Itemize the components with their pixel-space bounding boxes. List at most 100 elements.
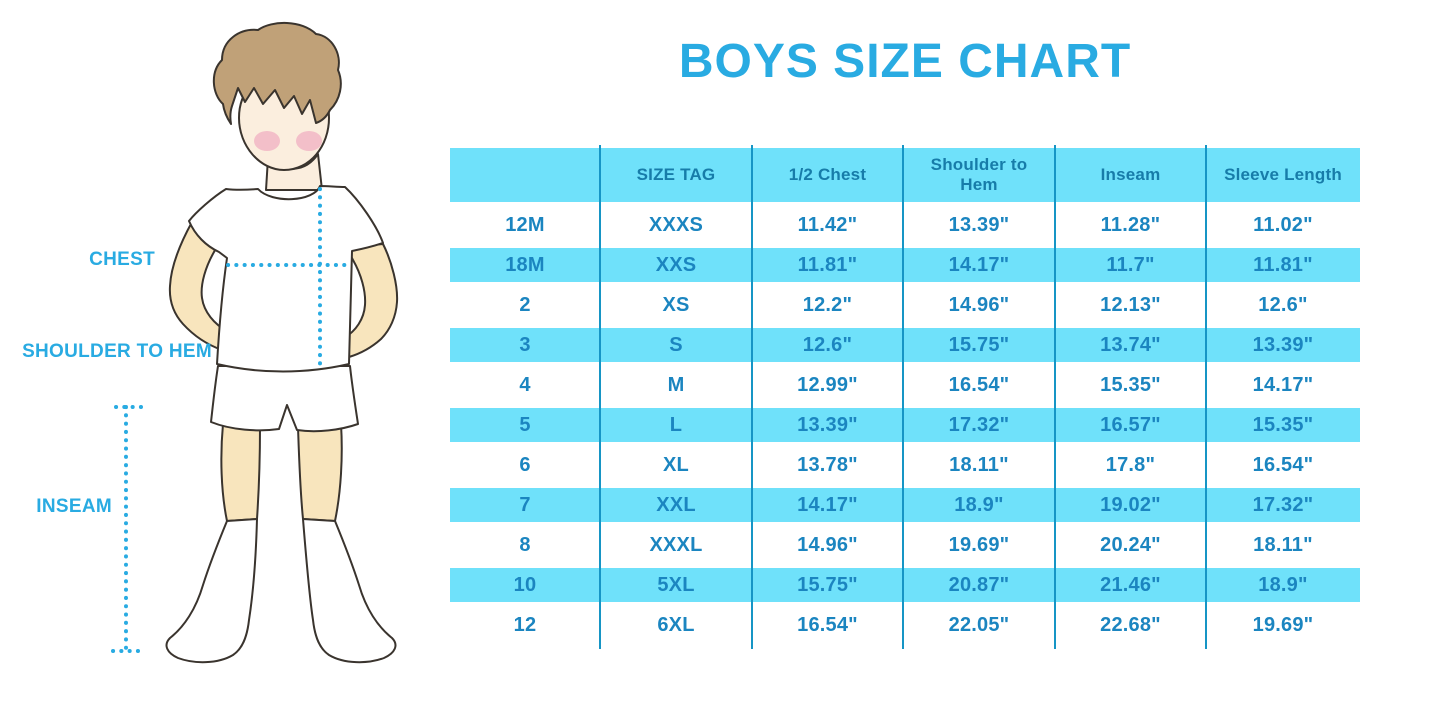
table-cell: 18.9" [1258, 573, 1308, 596]
boy-right-blush [296, 131, 322, 151]
table-cell: 12M [505, 213, 545, 236]
table-cell: 5XL [657, 573, 695, 596]
table-row-4: 4 M 12.99" 16.54" 15.35" 14.17" [450, 365, 1360, 405]
table-cell: 15.35" [1100, 373, 1161, 396]
table-column-divider [902, 145, 904, 649]
table-cell: XL [663, 453, 689, 476]
table-header-row: SIZE TAG 1/2 Chest Shoulder to Hem Insea… [450, 145, 1360, 205]
table-cell: 11.81" [1253, 253, 1313, 276]
table-cell: 16.54" [797, 613, 858, 636]
boy-left-leg [220, 423, 261, 522]
table-cell: 17.8" [1105, 453, 1156, 476]
table-row-7: 7 XXL 14.17" 18.9" 19.02" 17.32" [450, 485, 1360, 525]
table-cell: 18.11" [1253, 533, 1313, 556]
table-cell: 6 [519, 453, 531, 476]
boy-right-sock [302, 518, 397, 664]
table-cell: 22.68" [1100, 613, 1161, 636]
table-cell: 14.96" [948, 293, 1010, 316]
size-table: SIZE TAG 1/2 Chest Shoulder to Hem Insea… [450, 145, 1360, 649]
table-cell: XXXS [648, 213, 704, 236]
column-header-shoulder-to-hem: Shoulder to Hem [930, 154, 1028, 194]
boy-tshirt [188, 185, 384, 373]
table-cell: 13.39" [948, 213, 1010, 236]
table-row-3: 3 S 12.6" 15.75" 13.74" 13.39" [450, 325, 1360, 365]
table-column-divider [1054, 145, 1056, 649]
table-cell: 17.32" [1252, 493, 1314, 516]
boy-left-sock [165, 518, 258, 664]
table-row-5: 5 L 13.39" 17.32" 16.57" 15.35" [450, 405, 1360, 445]
table-cell: 7 [519, 493, 531, 516]
table-row-6: 6 XL 13.78" 18.11" 17.8" 16.54" [450, 445, 1360, 485]
table-cell: XS [662, 293, 690, 316]
table-cell: 12.99" [797, 373, 858, 396]
table-cell: 12.13" [1100, 293, 1161, 316]
chest-label: CHEST [89, 249, 155, 270]
shoulder-to-hem-label: SHOULDER TO HEM [22, 341, 212, 362]
table-cell: 11.81" [797, 253, 858, 276]
table-cell: 6XL [657, 613, 695, 636]
table-cell: 22.05" [948, 613, 1010, 636]
table-row-12m: 12M XXXS 11.42" 13.39" 11.28" 11.02" [450, 205, 1360, 245]
table-column-divider [599, 145, 601, 649]
boy-left-blush [254, 131, 280, 151]
table-cell: 4 [519, 373, 531, 396]
table-cell: 8 [519, 533, 531, 556]
table-cell: 17.32" [948, 413, 1010, 436]
table-cell: 16.54" [948, 373, 1010, 396]
table-column-divider [751, 145, 753, 649]
boy-figure-svg [111, 21, 399, 664]
table-cell: XXXL [649, 533, 703, 556]
table-cell: 18.11" [949, 453, 1009, 476]
table-cell: 18M [505, 253, 545, 276]
column-header-size [450, 148, 600, 202]
boy-hair [212, 21, 342, 125]
table-cell: 12 [513, 613, 537, 636]
table-cell: 14.96" [797, 533, 858, 556]
table-cell: 16.54" [1252, 453, 1314, 476]
table-cell: XXS [655, 253, 697, 276]
table-cell: 18.9" [954, 493, 1004, 516]
table-cell: 19.69" [1252, 613, 1314, 636]
table-row-2: 2 XS 12.2" 14.96" 12.13" 12.6" [450, 285, 1360, 325]
table-cell: S [669, 333, 683, 356]
table-cell: 14.17" [797, 493, 858, 516]
boy-figure-illustration: CHEST SHOULDER TO HEM INSEAM [0, 0, 460, 723]
table-cell: 16.57" [1100, 413, 1161, 436]
table-row-8: 8 XXXL 14.96" 19.69" 20.24" 18.11" [450, 525, 1360, 565]
table-cell: 20.87" [948, 573, 1010, 596]
column-header-half-chest: 1/2 Chest [788, 164, 867, 184]
table-cell: 13.78" [797, 453, 858, 476]
table-cell: L [669, 413, 683, 436]
column-header-size-tag: SIZE TAG [636, 164, 716, 184]
table-cell: 20.24" [1100, 533, 1161, 556]
table-cell: 15.75" [948, 333, 1010, 356]
column-header-inseam: Inseam [1100, 164, 1161, 184]
table-cell: 12.6" [1258, 293, 1308, 316]
table-row-18m: 18M XXS 11.81" 14.17" 11.7" 11.81" [450, 245, 1360, 285]
table-cell: 11.7" [1106, 253, 1155, 276]
table-cell: 19.69" [948, 533, 1010, 556]
table-row-10: 10 5XL 15.75" 20.87" 21.46" 18.9" [450, 565, 1360, 605]
table-cell: 11.42" [797, 213, 858, 236]
column-header-sleeve-length: Sleeve Length [1224, 164, 1342, 184]
table-cell: 13.39" [797, 413, 858, 436]
table-cell: XXL [656, 493, 696, 516]
boy-right-leg [297, 423, 343, 522]
table-cell: 5 [519, 413, 531, 436]
table-cell: M [667, 373, 685, 396]
table-cell: 15.75" [797, 573, 858, 596]
table-cell: 15.35" [1252, 413, 1314, 436]
table-cell: 19.02" [1100, 493, 1161, 516]
table-cell: 11.02" [1253, 213, 1313, 236]
table-cell: 13.39" [1252, 333, 1314, 356]
table-cell: 14.17" [1252, 373, 1314, 396]
table-cell: 11.28" [1100, 213, 1161, 236]
table-cell: 2 [519, 293, 531, 316]
table-cell: 12.6" [802, 333, 853, 356]
table-cell: 13.74" [1100, 333, 1161, 356]
table-cell: 3 [519, 333, 531, 356]
table-row-12: 12 6XL 16.54" 22.05" 22.68" 19.69" [450, 605, 1360, 645]
boy-shorts [210, 365, 359, 433]
table-cell: 10 [513, 573, 537, 596]
